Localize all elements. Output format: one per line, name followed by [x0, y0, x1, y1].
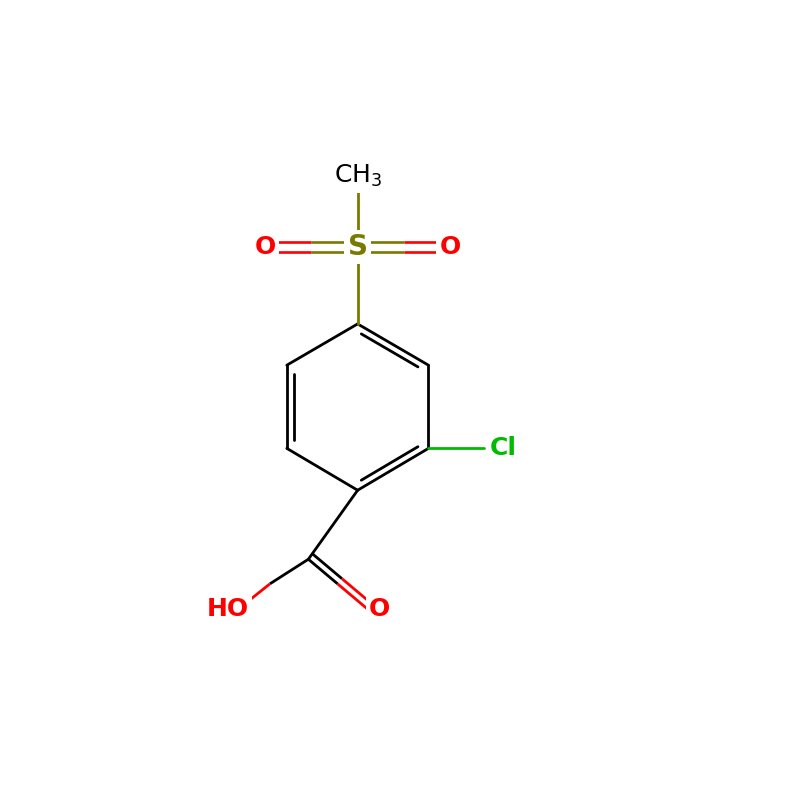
- Text: O: O: [439, 235, 461, 259]
- Text: HO: HO: [207, 597, 250, 621]
- Text: O: O: [369, 597, 390, 621]
- Text: CH$_3$: CH$_3$: [334, 163, 382, 189]
- Text: S: S: [348, 233, 368, 261]
- Text: O: O: [254, 235, 276, 259]
- Text: Cl: Cl: [490, 436, 517, 460]
